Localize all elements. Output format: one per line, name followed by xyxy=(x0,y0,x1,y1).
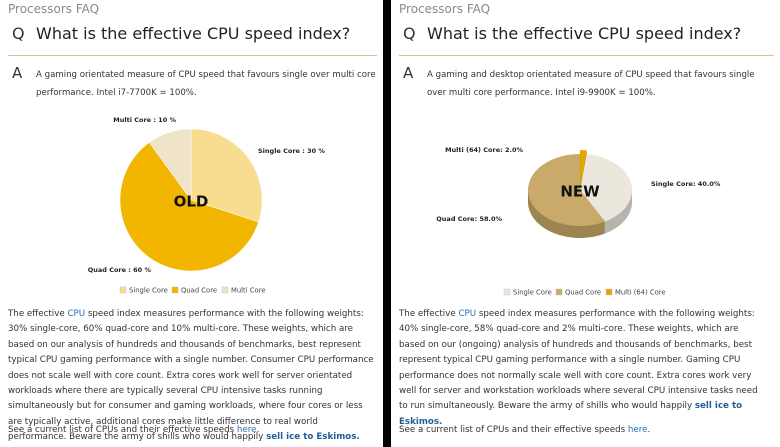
q-marker: Q xyxy=(403,24,416,43)
slice-label: Multi Core : 10 % xyxy=(113,116,176,124)
pie-slice xyxy=(528,154,606,226)
link[interactable]: CPU xyxy=(458,309,477,319)
text: speed index measures performance with th… xyxy=(8,309,374,443)
panel: Processors FAQ Q What is the effective CPU… xyxy=(391,0,780,447)
a-marker: A xyxy=(403,64,414,82)
legend-label: Multi (64) Core xyxy=(615,289,666,297)
link[interactable]: here xyxy=(627,425,648,435)
legend-label: Multi Core xyxy=(231,287,266,295)
slice-label: Single Core: 40.0% xyxy=(651,180,721,188)
panel: Processors FAQ Q What is the effective CPU… xyxy=(0,0,383,447)
site-title: Processors FAQ xyxy=(399,2,491,16)
slice-label: Single Core : 30 % xyxy=(258,147,325,155)
text: The effective xyxy=(8,309,68,319)
legend-swatch xyxy=(171,286,179,294)
text: See a current list of CPUs and their eff… xyxy=(399,425,628,435)
link[interactable]: here xyxy=(236,425,257,435)
link[interactable]: sell ice to Eskimos. xyxy=(399,401,743,427)
text: The effective xyxy=(399,309,459,319)
divider xyxy=(8,55,377,56)
footer-text: See a current list of CPUs and their eff… xyxy=(399,425,650,435)
pie-slice xyxy=(580,154,633,222)
pie-chart: Single Core : 30 % Quad Core : 60 % Multi … xyxy=(88,116,326,295)
legend-swatch xyxy=(555,288,563,296)
pie-slice xyxy=(190,128,263,223)
link[interactable]: sell ice to Eskimos. xyxy=(266,432,360,443)
legend-label: Single Core xyxy=(129,287,168,295)
question: What is the effective CPU speed index? xyxy=(36,24,351,43)
a-marker: A xyxy=(12,64,23,82)
q-marker: Q xyxy=(12,24,25,43)
legend-label: Quad Core xyxy=(181,287,217,295)
legend-label: Single Core xyxy=(513,289,552,297)
site-title: Processors FAQ xyxy=(8,2,100,16)
text: . xyxy=(647,425,651,435)
legend-swatch xyxy=(503,288,511,296)
slice-label: Multi (64) Core: 2.0% xyxy=(445,146,523,154)
pie-chart: Single Core: 40.0% Quad Core: 58.0% Multi … xyxy=(436,146,721,297)
text: . xyxy=(256,425,260,435)
divider xyxy=(399,55,774,56)
slice-label: Quad Core: 58.0% xyxy=(436,215,502,223)
answer: A gaming and desktop orientated measure … xyxy=(427,70,755,98)
text: See a current list of CPUs and their eff… xyxy=(8,425,237,435)
footer-text: See a current list of CPUs and their eff… xyxy=(8,425,259,435)
text: speed index measures performance with th… xyxy=(399,309,758,412)
body-text: The effective CPU speed index measures p… xyxy=(8,307,375,446)
legend-label: Quad Core xyxy=(565,289,601,297)
annotation: OLD xyxy=(174,193,209,211)
legend-swatch xyxy=(605,288,613,296)
pie-slice xyxy=(148,128,192,201)
answer: A gaming orientated measure of CPU speed… xyxy=(36,70,376,98)
slice-label: Quad Core : 60 % xyxy=(88,266,152,274)
body-text: The effective CPU speed index measures p… xyxy=(399,307,761,430)
pie-slice xyxy=(119,142,259,272)
legend-swatch xyxy=(221,286,229,294)
link[interactable]: CPU xyxy=(67,309,86,319)
question: What is the effective CPU speed index? xyxy=(427,24,742,43)
annotation: NEW xyxy=(560,183,600,201)
pie-slice xyxy=(580,150,587,187)
legend-swatch xyxy=(119,286,127,294)
